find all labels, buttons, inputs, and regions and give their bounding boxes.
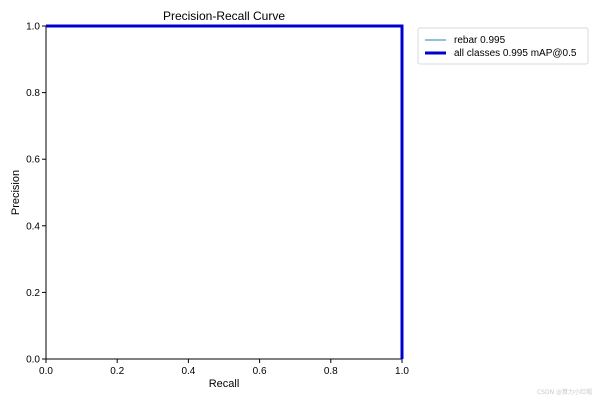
x-axis-ticks: 0.0 0.2 0.4 0.6 0.8 1.0 <box>39 359 409 377</box>
chart-title: Precision-Recall Curve <box>163 9 285 23</box>
watermark-text: CSDN @算力小红帽 <box>536 389 592 396</box>
y-axis-ticks: 0.0 0.2 0.4 0.6 0.8 1.0 <box>26 22 46 366</box>
x-tick-label: 0.0 <box>39 366 53 377</box>
legend-label-all-classes: all classes 0.995 mAP@0.5 <box>454 48 577 59</box>
y-tick-label: 0.6 <box>26 155 40 166</box>
plot-frame <box>45 25 403 360</box>
plot-area <box>45 24 404 360</box>
legend: rebar 0.995 all classes 0.995 mAP@0.5 <box>417 27 589 65</box>
y-tick-label: 0.2 <box>26 288 40 299</box>
series-layer <box>46 24 404 359</box>
x-tick-label: 0.6 <box>253 366 267 377</box>
x-tick-label: 0.4 <box>181 366 195 377</box>
y-tick-label: 0.4 <box>26 221 40 232</box>
x-axis-label: Recall <box>209 378 240 390</box>
legend-box <box>417 27 589 65</box>
y-axis-label: Precision <box>10 170 22 215</box>
y-tick-label: 1.0 <box>26 22 40 33</box>
legend-label-rebar: rebar 0.995 <box>454 35 506 46</box>
x-tick-label: 1.0 <box>395 366 409 377</box>
series-line-all-classes <box>46 24 404 359</box>
x-tick-label: 0.8 <box>324 366 338 377</box>
y-tick-label: 0.8 <box>26 88 40 99</box>
x-tick-label: 0.2 <box>110 366 124 377</box>
y-tick-label: 0.0 <box>26 355 40 366</box>
